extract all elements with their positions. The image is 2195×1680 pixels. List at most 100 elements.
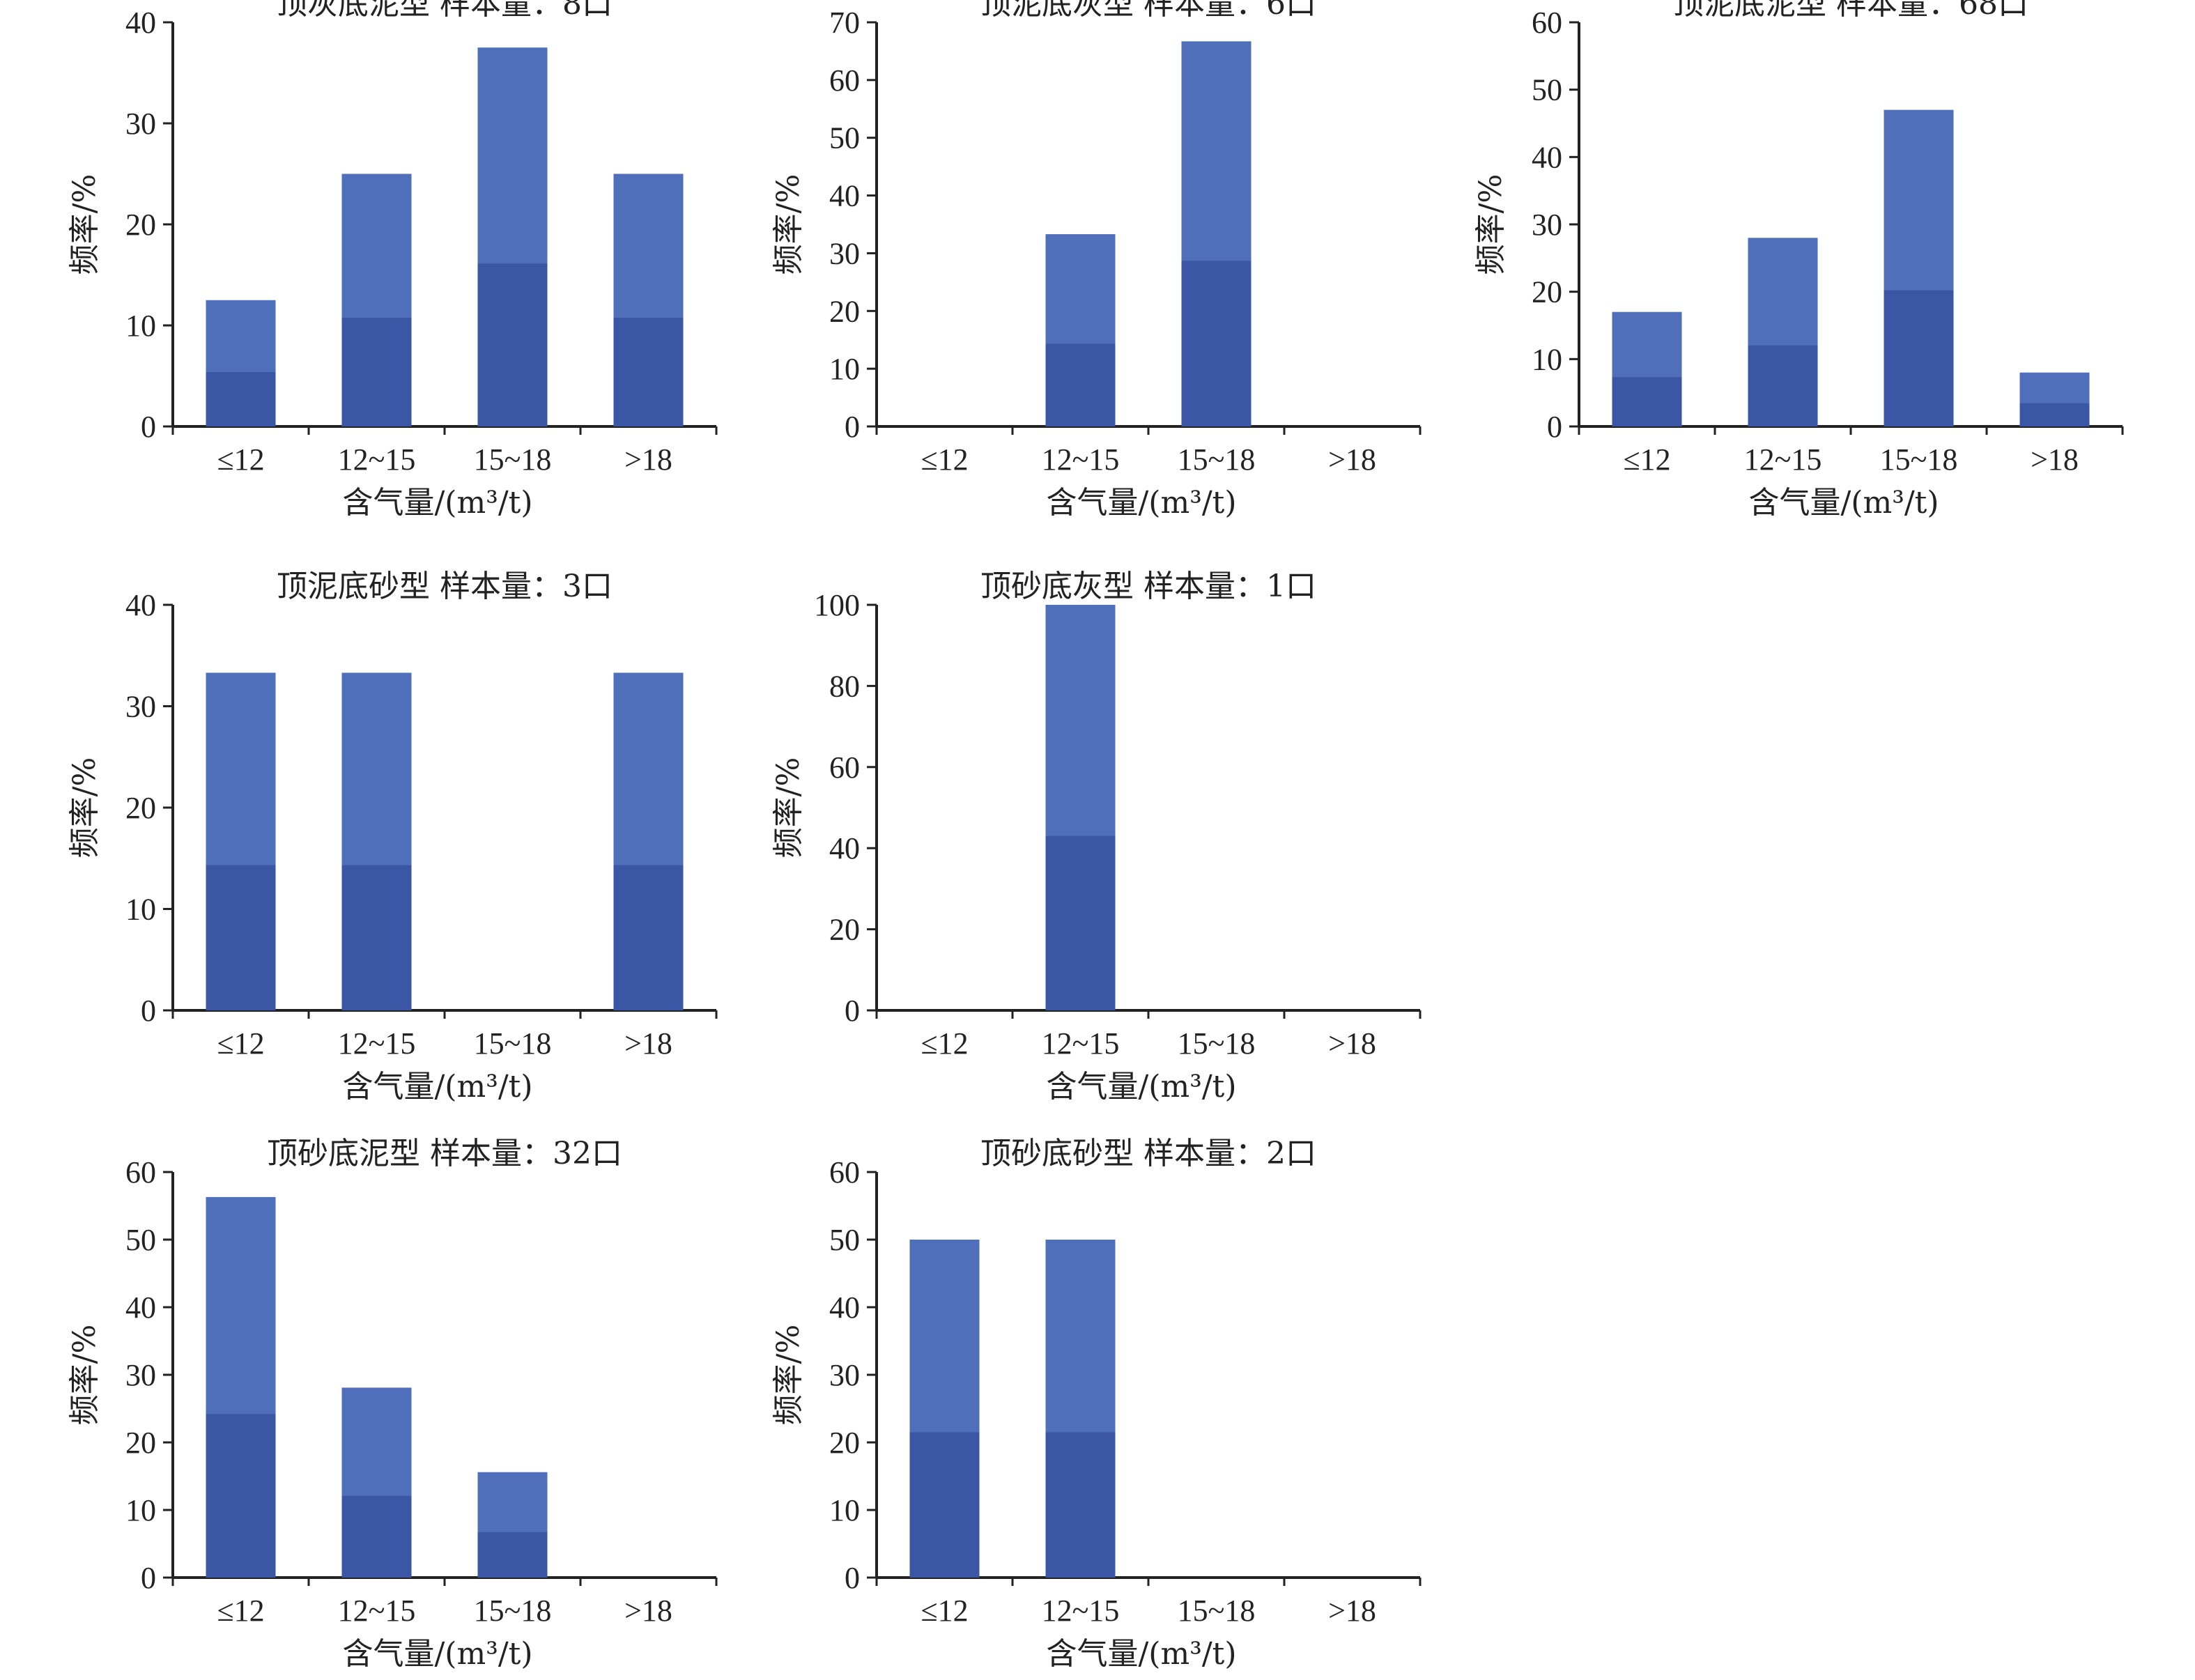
x-tick-label: ≤12 [1623,442,1670,477]
x-tick-label: 15~18 [474,1026,552,1061]
y-tick-label: 60 [829,63,860,98]
y-axis-title: 频率/% [67,757,102,858]
y-tick-label: 10 [125,893,156,927]
y-tick-label: 20 [829,913,860,947]
chart-title: 顶泥底泥型 样本量：68口 [1673,0,2028,22]
x-tick-label: >18 [624,442,672,477]
y-tick-label: 60 [125,1155,156,1189]
x-tick-label: 12~15 [1042,1026,1120,1061]
y-tick-label: 30 [125,107,156,141]
y-tick-label: 20 [829,1426,860,1460]
y-tick-label: 0 [845,994,860,1028]
y-tick-label: 50 [1532,73,1562,107]
x-axis-title: 含气量/(m³/t) [342,1636,532,1672]
y-tick-label: 40 [125,6,156,40]
x-axis-title: 含气量/(m³/t) [342,485,532,521]
y-axis-title: 频率/% [771,757,806,858]
y-axis-title: 频率/% [771,1325,806,1426]
bar-shade-1 [909,1432,980,1578]
y-tick-label: 40 [829,179,860,213]
bar-shade-1 [1612,377,1682,426]
chart-panel-2: 顶泥底灰型 样本量：6口 0 10 20 30 40 50 60 70 ≤12 12~15 15~18… [771,0,1422,521]
x-tick-label: 12~15 [1042,1594,1120,1628]
y-tick-label: 30 [829,236,860,270]
y-tick-label: 40 [829,831,860,865]
bar-shade-2 [341,318,412,426]
y-tick-label: 60 [1532,6,1562,40]
x-axis-title: 含气量/(m³/t) [342,1069,532,1104]
y-tick-label: 10 [829,352,860,386]
chart-title: 顶泥底灰型 样本量：6口 [980,0,1316,22]
y-tick-label: 0 [141,410,156,444]
x-tick-label: 15~18 [474,442,552,477]
bar-shade-2 [1045,835,1116,1010]
y-tick-label: 10 [829,1493,860,1527]
y-tick-label: 30 [1532,208,1562,242]
x-axis-title: 含气量/(m³/t) [1046,485,1236,521]
x-tick-label: ≤12 [921,1026,968,1061]
y-tick-label: 60 [829,1155,860,1189]
x-tick-label: ≤12 [217,1026,264,1061]
bar-shade-2 [1045,1432,1116,1578]
y-tick-label: 10 [125,1493,156,1527]
x-tick-label: >18 [1328,442,1376,477]
chart-title: 顶灰底泥型 样本量：8口 [277,0,613,22]
y-tick-label: 50 [125,1223,156,1257]
x-tick-label: 15~18 [1178,442,1256,477]
chart-title: 顶砂底砂型 样本量：2口 [980,1136,1316,1171]
y-tick-label: 20 [125,791,156,825]
chart-panel-3: 顶泥底泥型 样本量：68口 0 10 20 30 40 50 60 ≤12 12~15 15~18 >… [1473,0,2124,521]
y-tick-label: 10 [1532,342,1562,376]
x-tick-label: 12~15 [1042,442,1120,477]
y-tick-label: 0 [845,1561,860,1595]
bar-shade-1 [206,1414,276,1578]
y-tick-label: 20 [125,1426,156,1460]
chart-panel-1: 顶灰底泥型 样本量：8口 0 10 20 30 40 ≤12 12~15 15~18 >18 含气量… [67,0,718,521]
bar-shade-4 [613,865,684,1010]
y-tick-label: 20 [125,208,156,242]
bar-shade-3 [1884,290,1954,426]
x-tick-label: >18 [624,1594,672,1628]
x-axis-title: 含气量/(m³/t) [1046,1636,1236,1672]
y-tick-label: 0 [141,1561,156,1595]
y-tick-label: 0 [141,994,156,1028]
x-tick-label: 15~18 [1178,1594,1256,1628]
chart-panel-6: 顶砂底泥型 样本量：32口 0 10 20 30 40 50 60 ≤12 12~15 15~18 >… [67,1136,718,1672]
bar-shade-4 [2019,403,2090,426]
chart-panel-4: 顶泥底砂型 样本量：3口 0 10 20 30 40 ≤12 12~15 15~18 >18 含气量… [67,569,718,1104]
bar-shade-1 [206,372,276,426]
bar-shade-2 [341,1495,412,1578]
y-tick-label: 40 [125,588,156,622]
y-tick-label: 80 [829,669,860,703]
y-tick-label: 30 [829,1358,860,1392]
bar-shade-2 [1748,345,1818,426]
y-tick-label: 20 [1532,275,1562,309]
x-tick-label: 15~18 [1880,442,1958,477]
y-tick-label: 0 [845,410,860,444]
x-tick-label: >18 [1328,1026,1376,1061]
bar-shade-2 [1045,344,1116,426]
y-axis-title: 频率/% [771,174,806,275]
x-axis-title: 含气量/(m³/t) [1046,1069,1236,1104]
y-tick-label: 40 [125,1290,156,1325]
y-tick-label: 0 [1547,410,1562,444]
bar-shade-3 [1181,261,1251,426]
y-axis-title: 频率/% [1473,174,1509,275]
x-tick-label: >18 [624,1026,672,1061]
bar-shade-2 [341,865,412,1010]
chart-title: 顶泥底砂型 样本量：3口 [277,569,613,604]
y-tick-label: 70 [829,6,860,40]
y-tick-label: 50 [829,1223,860,1257]
x-tick-label: ≤12 [921,442,968,477]
y-tick-label: 30 [125,690,156,724]
bar-shade-3 [477,1532,548,1578]
y-tick-label: 30 [125,1358,156,1392]
x-tick-label: 12~15 [338,442,416,477]
y-tick-label: 20 [829,294,860,328]
x-tick-label: >18 [1328,1594,1376,1628]
x-tick-label: 15~18 [1178,1026,1256,1061]
x-axis-title: 含气量/(m³/t) [1748,485,1939,521]
x-tick-label: 12~15 [338,1594,416,1628]
x-tick-label: >18 [2031,442,2079,477]
